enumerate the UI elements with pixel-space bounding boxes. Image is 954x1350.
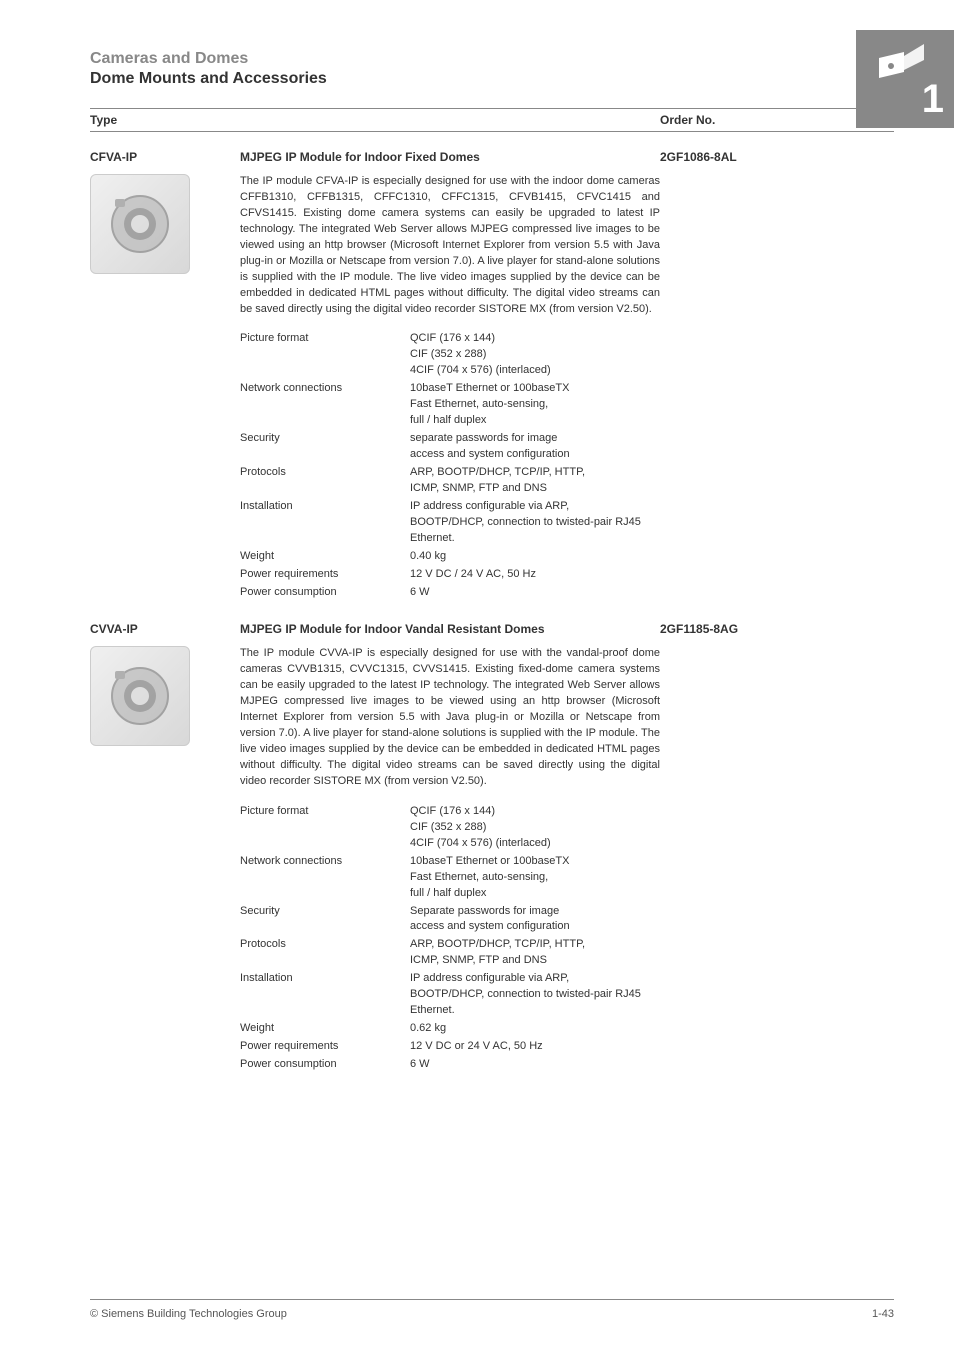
- spec-row: ProtocolsARP, BOOTP/DHCP, TCP/IP, HTTP, …: [240, 465, 660, 497]
- subcategory-heading: Dome Mounts and Accessories: [90, 70, 327, 88]
- spec-value: QCIF (176 x 144) CIF (352 x 288) 4CIF (7…: [410, 331, 660, 379]
- product-code: CVVA-IP: [90, 622, 240, 636]
- spec-row: InstallationIP address configurable via …: [240, 499, 660, 547]
- footer-copyright: © Siemens Building Technologies Group: [90, 1308, 287, 1320]
- spec-label: Weight: [240, 1021, 410, 1037]
- product-title: MJPEG IP Module for Indoor Vandal Resist…: [240, 622, 660, 636]
- spec-row: SecuritySeparate passwords for image acc…: [240, 904, 660, 936]
- spec-value: 0.62 kg: [410, 1021, 660, 1037]
- product-description: The IP module CFVA-IP is especially desi…: [240, 174, 660, 317]
- dome-module-icon: [105, 661, 175, 731]
- spec-value: separate passwords for image access and …: [410, 431, 660, 463]
- product-block: CVVA-IPMJPEG IP Module for Indoor Vandal…: [90, 622, 894, 1074]
- spec-value: 10baseT Ethernet or 100baseTX Fast Ether…: [410, 381, 660, 429]
- product-title: MJPEG IP Module for Indoor Fixed Domes: [240, 150, 660, 164]
- spec-value: Separate passwords for image access and …: [410, 904, 660, 936]
- spec-label: Weight: [240, 549, 410, 565]
- column-type-header: Type: [90, 113, 660, 127]
- spec-label: Protocols: [240, 937, 410, 969]
- product-block: CFVA-IPMJPEG IP Module for Indoor Fixed …: [90, 150, 894, 602]
- column-header-row: Type Order No.: [90, 108, 894, 132]
- spec-row: Power consumption6 W: [240, 1057, 660, 1073]
- spec-value: IP address configurable via ARP, BOOTP/D…: [410, 499, 660, 547]
- spec-value: 6 W: [410, 1057, 660, 1073]
- page-footer: © Siemens Building Technologies Group 1-…: [90, 1299, 894, 1320]
- chapter-corner-badge: 1: [856, 30, 954, 128]
- spec-row: Network connections10baseT Ethernet or 1…: [240, 854, 660, 902]
- product-image: [90, 646, 190, 746]
- order-number: 2GF1086-8AL: [660, 150, 894, 602]
- spec-row: Picture formatQCIF (176 x 144) CIF (352 …: [240, 804, 660, 852]
- spec-label: Security: [240, 904, 410, 936]
- spec-label: Power requirements: [240, 1039, 410, 1055]
- spec-value: IP address configurable via ARP, BOOTP/D…: [410, 971, 660, 1019]
- spec-label: Picture format: [240, 331, 410, 379]
- spec-value: 12 V DC or 24 V AC, 50 Hz: [410, 1039, 660, 1055]
- spec-label: Network connections: [240, 854, 410, 902]
- spec-label: Power consumption: [240, 1057, 410, 1073]
- spec-row: Power requirements12 V DC / 24 V AC, 50 …: [240, 567, 660, 583]
- spec-row: Weight0.40 kg: [240, 549, 660, 565]
- spec-label: Network connections: [240, 381, 410, 429]
- spec-value: 0.40 kg: [410, 549, 660, 565]
- spec-row: Power consumption6 W: [240, 585, 660, 601]
- spec-label: Power consumption: [240, 585, 410, 601]
- page-header: Cameras and Domes Dome Mounts and Access…: [90, 50, 327, 88]
- spec-label: Installation: [240, 971, 410, 1019]
- spec-value: 12 V DC / 24 V AC, 50 Hz: [410, 567, 660, 583]
- spec-value: QCIF (176 x 144) CIF (352 x 288) 4CIF (7…: [410, 804, 660, 852]
- spec-row: Weight0.62 kg: [240, 1021, 660, 1037]
- spec-value: 10baseT Ethernet or 100baseTX Fast Ether…: [410, 854, 660, 902]
- order-number: 2GF1185-8AG: [660, 622, 894, 1074]
- spec-row: Power requirements12 V DC or 24 V AC, 50…: [240, 1039, 660, 1055]
- product-image: [90, 174, 190, 274]
- category-heading: Cameras and Domes: [90, 50, 327, 68]
- spec-row: Securityseparate passwords for image acc…: [240, 431, 660, 463]
- chapter-number: 1: [922, 77, 944, 122]
- camera-icon: [874, 40, 929, 80]
- spec-label: Installation: [240, 499, 410, 547]
- spec-row: InstallationIP address configurable via …: [240, 971, 660, 1019]
- spec-label: Protocols: [240, 465, 410, 497]
- spec-row: ProtocolsARP, BOOTP/DHCP, TCP/IP, HTTP, …: [240, 937, 660, 969]
- spec-value: ARP, BOOTP/DHCP, TCP/IP, HTTP, ICMP, SNM…: [410, 465, 660, 497]
- dome-module-icon: [105, 189, 175, 259]
- spec-label: Picture format: [240, 804, 410, 852]
- spec-value: ARP, BOOTP/DHCP, TCP/IP, HTTP, ICMP, SNM…: [410, 937, 660, 969]
- spec-row: Network connections10baseT Ethernet or 1…: [240, 381, 660, 429]
- footer-page-number: 1-43: [872, 1308, 894, 1320]
- product-code: CFVA-IP: [90, 150, 240, 164]
- spec-value: 6 W: [410, 585, 660, 601]
- product-description: The IP module CVVA-IP is especially desi…: [240, 646, 660, 789]
- spec-label: Power requirements: [240, 567, 410, 583]
- spec-label: Security: [240, 431, 410, 463]
- spec-row: Picture formatQCIF (176 x 144) CIF (352 …: [240, 331, 660, 379]
